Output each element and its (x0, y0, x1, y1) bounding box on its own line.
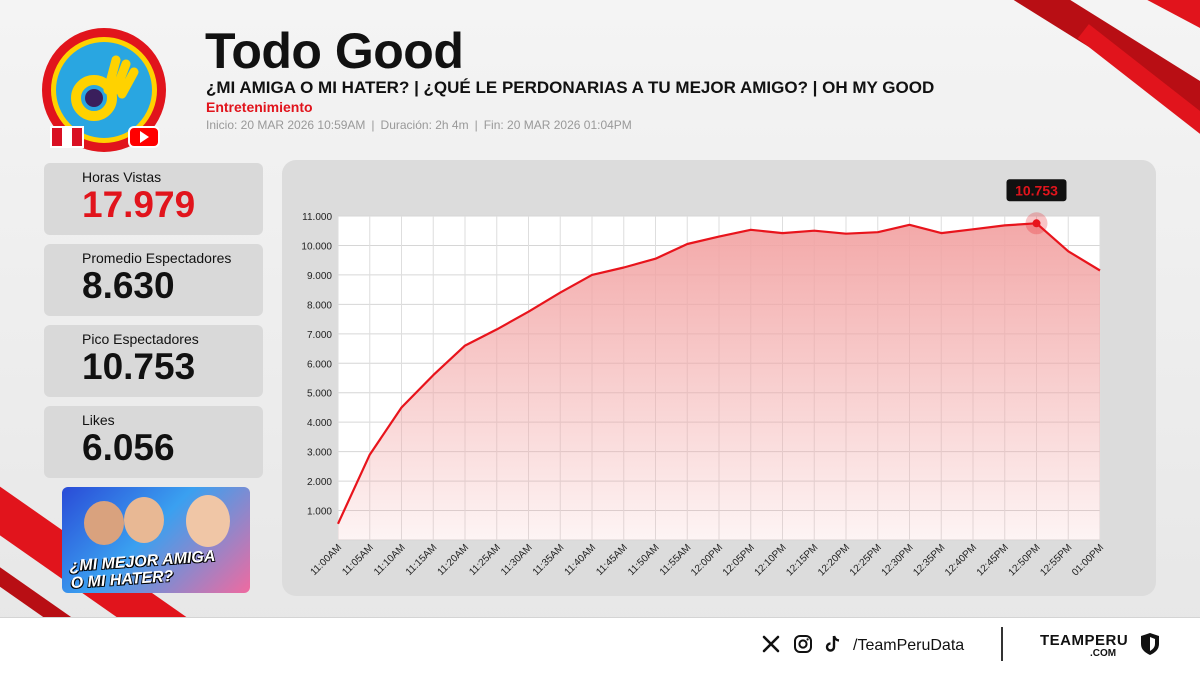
stat-value: 10.753 (82, 346, 196, 387)
stat-label: Promedio Espectadores (82, 250, 232, 266)
footer-divider (1001, 627, 1003, 661)
stream-category: Entretenimiento (206, 99, 313, 115)
x-icon[interactable] (760, 633, 782, 655)
x-tick-label: 11:25AM (467, 542, 503, 578)
peru-flag-icon (50, 126, 84, 148)
tiktok-icon[interactable] (822, 633, 844, 655)
y-tick-label: 3.000 (307, 448, 332, 459)
peak-label: 10.753 (1015, 182, 1058, 198)
y-tick-label: 10.000 (301, 241, 332, 252)
stat-card-pico-espectadores: Pico Espectadores 10.753 (44, 325, 263, 397)
x-tick-label: 11:40AM (563, 542, 599, 578)
x-tick-label: 12:40PM (943, 542, 979, 578)
y-tick-label: 2.000 (307, 477, 332, 488)
channel-logo (42, 28, 166, 152)
channel-title: Todo Good (205, 23, 464, 79)
viewers-chart: 1.000 2.000 3.000 4.000 5.000 6.000 7.000 8.000… (301, 179, 1106, 578)
x-tick-label: 12:55PM (1038, 542, 1074, 578)
instagram-icon[interactable] (792, 633, 814, 655)
thumbnail-person (84, 501, 124, 545)
y-tick-label: 11.000 (302, 212, 332, 223)
y-tick-label: 4.000 (307, 418, 332, 429)
x-tick-label: 12:50PM (1007, 542, 1043, 578)
stat-card-promedio-espectadores: Promedio Espectadores 8.630 (44, 244, 263, 316)
duration: Duración: 2h 4m (380, 118, 469, 132)
y-tick-label: 7.000 (307, 330, 332, 341)
stat-label: Likes (82, 412, 115, 428)
x-tick-label: 11:20AM (436, 542, 472, 578)
brand-logo-subtext: .COM (1090, 648, 1117, 659)
x-tick-label: 12:15PM (784, 542, 820, 578)
peak-point (1032, 219, 1041, 228)
stream-meta: Inicio: 20 MAR 2026 10:59AM | Duración: 2h… (206, 118, 632, 132)
x-tick-label: 11:10AM (372, 542, 408, 578)
shield-icon (1141, 633, 1159, 655)
stat-label: Horas Vistas (82, 169, 162, 185)
y-tick-label: 6.000 (307, 359, 332, 370)
x-tick-label: 12:20PM (816, 542, 852, 578)
start-time: Inicio: 20 MAR 2026 10:59AM (206, 118, 366, 132)
x-tick-label: 12:25PM (848, 542, 884, 578)
viewers-chart-panel: 1.000 2.000 3.000 4.000 5.000 6.000 7.000 8.000… (282, 160, 1156, 596)
thumbnail-text: ¿MI MEJOR AMIGA O MI HATER? (69, 548, 217, 592)
thumbnail-person (124, 497, 164, 543)
x-tick-label: 11:05AM (340, 542, 376, 578)
end-time: Fin: 20 MAR 2026 01:04PM (483, 118, 632, 132)
y-tick-label: 9.000 (307, 271, 332, 282)
thumbnail-person (186, 495, 230, 547)
x-tick-label: 01:00PM (1070, 542, 1106, 578)
x-tick-label: 12:30PM (880, 542, 916, 578)
x-tick-label: 12:05PM (721, 542, 757, 578)
brand-logo-text: TEAMPERU (1040, 632, 1129, 649)
x-tick-label: 11:00AM (309, 542, 345, 578)
x-tick-label: 11:30AM (499, 542, 535, 578)
x-tick-label: 11:50AM (626, 542, 662, 578)
stat-card-horas-vistas: Horas Vistas 17.979 (44, 163, 263, 235)
footer-bar (0, 617, 1200, 675)
stat-value: 17.979 (82, 184, 196, 225)
x-tick-label: 12:35PM (911, 542, 947, 578)
x-tick-label: 11:45AM (594, 542, 630, 578)
stat-value: 8.630 (82, 265, 175, 306)
series-line (337, 222, 1101, 525)
stat-label: Pico Espectadores (82, 331, 199, 347)
peak-label-box (1006, 179, 1067, 202)
x-tick-label: 12:00PM (689, 542, 725, 578)
youtube-icon (128, 126, 160, 148)
y-tick-label: 1.000 (307, 507, 332, 518)
series-area (338, 223, 1100, 541)
x-tick-label: 12:45PM (975, 542, 1011, 578)
x-tick-label: 11:35AM (531, 542, 567, 578)
stream-title: ¿MI AMIGA O MI HATER? | ¿QUÉ LE PERDONAR… (206, 78, 935, 97)
meta-separator: | (474, 118, 478, 132)
stream-thumbnail[interactable]: ¿MI MEJOR AMIGA O MI HATER? (62, 487, 250, 593)
y-tick-label: 5.000 (307, 389, 332, 400)
x-tick-label: 12:10PM (753, 542, 789, 578)
y-tick-label: 8.000 (307, 300, 332, 311)
x-tick-label: 11:15AM (404, 542, 440, 578)
stat-value: 6.056 (82, 427, 175, 468)
stat-card-likes: Likes 6.056 (44, 406, 263, 478)
decor-stripe (1011, 0, 1200, 137)
social-handle[interactable]: /TeamPeruData (853, 637, 965, 654)
meta-separator: | (371, 118, 375, 132)
ok-hand-icon (71, 55, 139, 121)
x-tick-label: 11:55AM (658, 542, 694, 578)
